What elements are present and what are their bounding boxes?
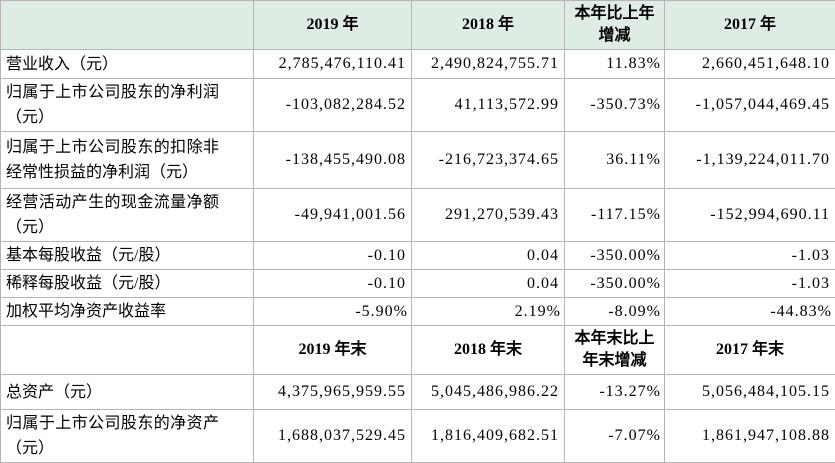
value-2018: 2.19% bbox=[412, 298, 565, 326]
row-label: 归属于上市公司股东的扣除非经常性损益的净利润（元） bbox=[1, 132, 254, 189]
header-cell-2018-year-end: 2018 年末 bbox=[412, 326, 565, 375]
row-label: 加权平均净资产收益率 bbox=[1, 298, 254, 326]
header-cell-2019-year-end: 2019 年末 bbox=[254, 326, 412, 375]
value-2018: -216,723,374.65 bbox=[412, 132, 565, 189]
table-row-basic-eps: 基本每股收益（元/股） -0.10 0.04 -350.00% -1.03 bbox=[1, 242, 835, 270]
row-label: 归属于上市公司股东的净资产（元） bbox=[1, 410, 254, 463]
value-2017: -1.03 bbox=[665, 242, 835, 270]
header-cell-2017-year-end: 2017 年末 bbox=[665, 326, 835, 375]
header-cell-year-end-change: 本年末比上年末增减 bbox=[565, 326, 665, 375]
value-2018: 1,816,409,682.51 bbox=[412, 410, 565, 463]
header-cell-blank bbox=[1, 326, 254, 375]
header-cell-blank bbox=[1, 1, 254, 50]
header-row-year-end: 2019 年末 2018 年末 本年末比上年末增减 2017 年末 bbox=[1, 326, 835, 375]
value-2019: -5.90% bbox=[254, 298, 412, 326]
value-change: -8.09% bbox=[565, 298, 665, 326]
value-2017: -44.83% bbox=[665, 298, 835, 326]
value-change: 36.11% bbox=[565, 132, 665, 189]
value-2017: -1,057,044,469.45 bbox=[665, 79, 835, 132]
value-2018: 291,270,539.43 bbox=[412, 189, 565, 242]
value-2017: 5,056,484,105.15 bbox=[665, 375, 835, 410]
table-row-total-assets: 总资产（元） 4,375,965,959.55 5,045,486,986.22… bbox=[1, 375, 835, 410]
row-label: 经营活动产生的现金流量净额（元） bbox=[1, 189, 254, 242]
table-row-operating-revenue: 营业收入（元） 2,785,476,110.41 2,490,824,755.7… bbox=[1, 50, 835, 79]
value-2017: 2,660,451,648.10 bbox=[665, 50, 835, 79]
value-2019: -0.10 bbox=[254, 270, 412, 298]
value-change: -350.73% bbox=[565, 79, 665, 132]
table-row-net-profit-excl-nonrecurring: 归属于上市公司股东的扣除非经常性损益的净利润（元） -138,455,490.0… bbox=[1, 132, 835, 189]
value-change: 11.83% bbox=[565, 50, 665, 79]
table-row-operating-cash-flow: 经营活动产生的现金流量净额（元） -49,941,001.56 291,270,… bbox=[1, 189, 835, 242]
table-row-net-profit: 归属于上市公司股东的净利润（元） -103,082,284.52 41,113,… bbox=[1, 79, 835, 132]
value-2018: 5,045,486,986.22 bbox=[412, 375, 565, 410]
value-2019: -0.10 bbox=[254, 242, 412, 270]
value-2017: -1,139,224,011.70 bbox=[665, 132, 835, 189]
value-2018: 2,490,824,755.71 bbox=[412, 50, 565, 79]
row-label: 总资产（元） bbox=[1, 375, 254, 410]
value-2019: 4,375,965,959.55 bbox=[254, 375, 412, 410]
value-2017: -1.03 bbox=[665, 270, 835, 298]
header-cell-2018: 2018 年 bbox=[412, 1, 565, 50]
value-2017: 1,861,947,108.88 bbox=[665, 410, 835, 463]
value-2017: -152,994,690.11 bbox=[665, 189, 835, 242]
value-change: -13.27% bbox=[565, 375, 665, 410]
row-label: 稀释每股收益（元/股） bbox=[1, 270, 254, 298]
value-change: -7.07% bbox=[565, 410, 665, 463]
row-label: 归属于上市公司股东的净利润（元） bbox=[1, 79, 254, 132]
table-row-net-assets: 归属于上市公司股东的净资产（元） 1,688,037,529.45 1,816,… bbox=[1, 410, 835, 463]
header-cell-2019: 2019 年 bbox=[254, 1, 412, 50]
table-row-weighted-avg-roe: 加权平均净资产收益率 -5.90% 2.19% -8.09% -44.83% bbox=[1, 298, 835, 326]
value-2019: -138,455,490.08 bbox=[254, 132, 412, 189]
table-row-diluted-eps: 稀释每股收益（元/股） -0.10 0.04 -350.00% -1.03 bbox=[1, 270, 835, 298]
value-change: -117.15% bbox=[565, 189, 665, 242]
value-change: -350.00% bbox=[565, 270, 665, 298]
value-change: -350.00% bbox=[565, 242, 665, 270]
header-cell-2017: 2017 年 bbox=[665, 1, 835, 50]
value-2019: 1,688,037,529.45 bbox=[254, 410, 412, 463]
header-row-annual: 2019 年 2018 年 本年比上年增减 2017 年 bbox=[1, 1, 835, 50]
value-2018: 41,113,572.99 bbox=[412, 79, 565, 132]
value-2019: -103,082,284.52 bbox=[254, 79, 412, 132]
value-2019: -49,941,001.56 bbox=[254, 189, 412, 242]
value-2018: 0.04 bbox=[412, 270, 565, 298]
value-2019: 2,785,476,110.41 bbox=[254, 50, 412, 79]
value-2018: 0.04 bbox=[412, 242, 565, 270]
row-label: 基本每股收益（元/股） bbox=[1, 242, 254, 270]
row-label: 营业收入（元） bbox=[1, 50, 254, 79]
header-cell-change: 本年比上年增减 bbox=[565, 1, 665, 50]
